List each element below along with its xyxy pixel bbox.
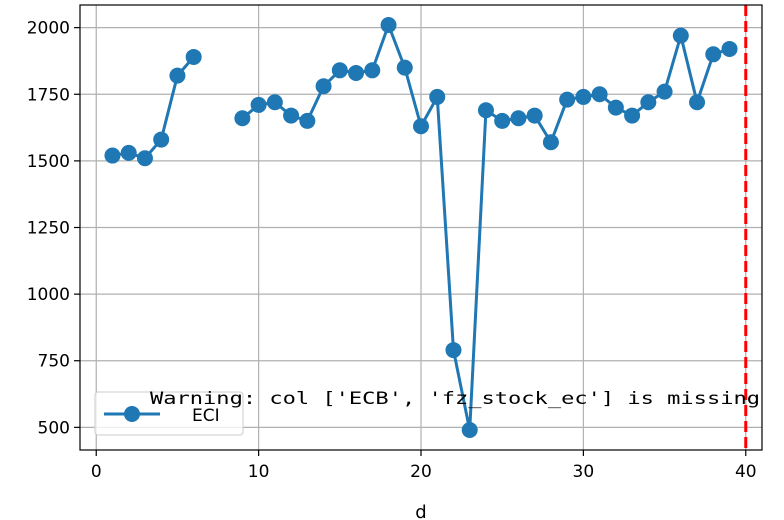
data-point-21 (429, 88, 446, 105)
data-point-1 (104, 147, 121, 164)
data-point-28 (542, 134, 559, 151)
data-point-27 (526, 107, 543, 124)
data-point-11 (266, 94, 283, 111)
data-point-10 (250, 96, 267, 113)
data-point-35 (656, 83, 673, 100)
y-tick-label-1750: 1750 (27, 85, 70, 105)
data-point-5 (169, 67, 186, 84)
data-point-31 (591, 86, 608, 103)
data-point-30 (575, 88, 592, 105)
data-point-32 (607, 99, 624, 116)
data-point-13 (299, 112, 316, 129)
data-point-38 (705, 46, 722, 63)
x-tick-label-30: 30 (573, 462, 595, 482)
data-point-15 (331, 62, 348, 79)
data-point-3 (136, 150, 153, 167)
legend-label-eci: ECI (192, 406, 220, 426)
y-tick-label-2000: 2000 (27, 19, 70, 39)
warning-annotation: Warning: col ['ECB', 'fz_stock_ec'] is m… (150, 389, 760, 409)
data-point-19 (396, 59, 413, 76)
x-axis-label: d (415, 502, 426, 520)
data-point-33 (624, 107, 641, 124)
data-point-37 (689, 94, 706, 111)
data-point-22 (445, 342, 462, 359)
x-tick-label-20: 20 (410, 462, 432, 482)
data-point-23 (461, 422, 478, 439)
data-point-36 (672, 27, 689, 44)
data-point-6 (185, 48, 202, 65)
y-tick-label-750: 750 (38, 352, 70, 372)
data-point-25 (494, 112, 511, 129)
data-point-18 (380, 16, 397, 33)
data-point-2 (120, 144, 137, 161)
x-axis: 0 10 20 30 40 (91, 450, 757, 482)
y-axis: 500 750 1000 1250 1500 1750 2000 (27, 19, 80, 438)
series-eci (104, 16, 738, 439)
y-tick-label-1250: 1250 (27, 219, 70, 239)
data-point-14 (315, 78, 332, 95)
data-point-24 (477, 102, 494, 119)
data-point-20 (413, 118, 429, 135)
data-point-16 (348, 64, 365, 81)
y-tick-label-500: 500 (38, 418, 70, 438)
y-tick-label-1000: 1000 (27, 285, 70, 305)
legend: ECI (94, 391, 244, 436)
x-tick-label-10: 10 (248, 462, 270, 482)
data-point-4 (153, 131, 170, 148)
data-point-17 (364, 62, 381, 79)
data-point-12 (283, 107, 300, 124)
legend-marker-eci (124, 406, 140, 422)
y-tick-label-1500: 1500 (27, 152, 70, 172)
data-point-39 (721, 40, 738, 57)
data-point-34 (640, 94, 657, 111)
legend-box (94, 391, 244, 436)
x-tick-label-40: 40 (735, 462, 757, 482)
data-point-29 (559, 91, 576, 108)
x-tick-label-0: 0 (91, 462, 102, 482)
data-point-9 (234, 110, 251, 127)
data-point-26 (510, 110, 527, 127)
